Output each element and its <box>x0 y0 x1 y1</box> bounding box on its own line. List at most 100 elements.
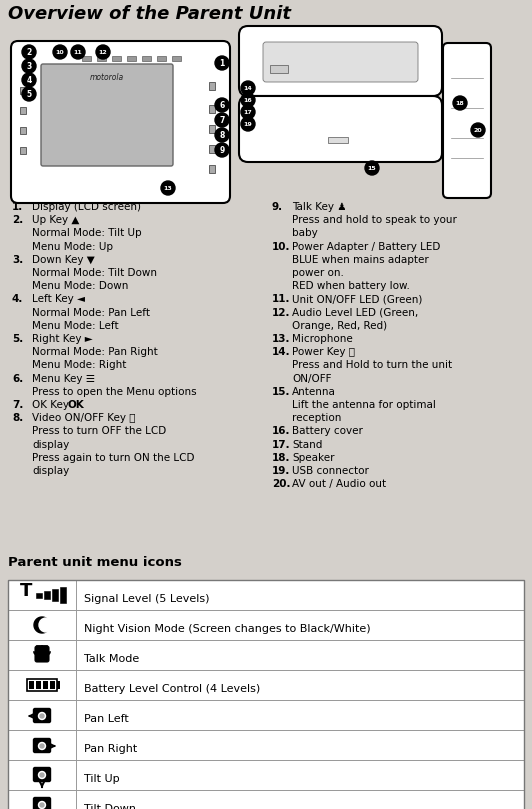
Text: baby: baby <box>292 228 318 239</box>
Bar <box>8 580 524 809</box>
FancyBboxPatch shape <box>34 768 51 781</box>
Text: 2: 2 <box>27 48 31 57</box>
Text: power on.: power on. <box>292 268 344 278</box>
Text: 1.: 1. <box>12 202 23 212</box>
Text: Orange, Red, Red): Orange, Red, Red) <box>292 321 387 331</box>
Text: 6.: 6. <box>12 374 23 383</box>
Text: 7: 7 <box>219 116 225 125</box>
Text: Press again to turn ON the LCD: Press again to turn ON the LCD <box>32 453 195 463</box>
Text: Down Key ▼: Down Key ▼ <box>32 255 95 265</box>
Bar <box>97 56 106 61</box>
Text: 16: 16 <box>244 98 252 103</box>
Text: Left Key ◄: Left Key ◄ <box>32 294 85 304</box>
Text: Press and hold to speak to your: Press and hold to speak to your <box>292 215 457 225</box>
Text: 6: 6 <box>219 100 225 109</box>
Text: 1: 1 <box>219 58 225 67</box>
Text: 3: 3 <box>27 61 31 70</box>
Bar <box>20 127 26 134</box>
FancyBboxPatch shape <box>443 43 491 198</box>
Circle shape <box>241 81 255 95</box>
Text: T: T <box>20 582 32 600</box>
Text: display: display <box>32 466 69 476</box>
Text: 14: 14 <box>244 86 252 91</box>
Text: Press and Hold to turn the unit: Press and Hold to turn the unit <box>292 360 452 371</box>
Circle shape <box>161 181 175 195</box>
Text: Normal Mode: Tilt Up: Normal Mode: Tilt Up <box>32 228 142 239</box>
Text: Audio Level LED (Green,: Audio Level LED (Green, <box>292 307 418 318</box>
Text: AV out / Audio out: AV out / Audio out <box>292 479 386 489</box>
Text: 20.: 20. <box>272 479 290 489</box>
Bar <box>8 700 524 730</box>
Text: Overview of the Parent Unit: Overview of the Parent Unit <box>8 5 291 23</box>
Circle shape <box>38 802 46 808</box>
Bar <box>8 730 524 760</box>
Text: BLUE when mains adapter: BLUE when mains adapter <box>292 255 429 265</box>
FancyBboxPatch shape <box>34 709 51 722</box>
Text: OK: OK <box>68 400 85 410</box>
Circle shape <box>22 59 36 73</box>
Circle shape <box>96 45 110 59</box>
Text: 7.: 7. <box>12 400 23 410</box>
Bar <box>209 105 215 113</box>
Text: Lift the antenna for optimal: Lift the antenna for optimal <box>292 400 436 410</box>
Text: Tilt Up: Tilt Up <box>84 774 120 784</box>
Text: Talk Mode: Talk Mode <box>84 654 139 664</box>
Bar <box>36 681 41 689</box>
Bar <box>20 107 26 114</box>
Text: 12: 12 <box>98 49 107 54</box>
Circle shape <box>241 117 255 131</box>
Bar <box>8 670 524 700</box>
Bar <box>44 591 50 599</box>
Text: RED when battery low.: RED when battery low. <box>292 282 410 291</box>
Text: 18: 18 <box>455 100 464 105</box>
Bar <box>8 610 524 640</box>
Bar <box>209 165 215 173</box>
Circle shape <box>215 98 229 112</box>
Text: Right Key ►: Right Key ► <box>32 334 93 344</box>
Text: 8.: 8. <box>12 413 23 423</box>
Text: Press to open the Menu options: Press to open the Menu options <box>32 387 197 396</box>
FancyBboxPatch shape <box>34 739 51 752</box>
Text: Normal Mode: Tilt Down: Normal Mode: Tilt Down <box>32 268 157 278</box>
Text: Up Key ▲: Up Key ▲ <box>32 215 79 225</box>
Text: Battery Level Control (4 Levels): Battery Level Control (4 Levels) <box>84 684 260 694</box>
Text: 10.: 10. <box>272 242 290 252</box>
Text: 12.: 12. <box>272 307 290 318</box>
Text: Tilt Down: Tilt Down <box>84 804 136 809</box>
Text: Menu Mode: Down: Menu Mode: Down <box>32 282 128 291</box>
Circle shape <box>241 93 255 107</box>
Bar <box>36 592 42 598</box>
FancyBboxPatch shape <box>239 26 442 96</box>
Text: ON/OFF: ON/OFF <box>292 374 331 383</box>
Circle shape <box>38 743 46 749</box>
Circle shape <box>215 113 229 127</box>
Circle shape <box>38 772 46 778</box>
FancyBboxPatch shape <box>41 64 173 166</box>
Text: Signal Level (5 Levels): Signal Level (5 Levels) <box>84 594 210 604</box>
Text: Battery cover: Battery cover <box>292 426 363 436</box>
Circle shape <box>215 56 229 70</box>
Circle shape <box>40 744 44 748</box>
Text: Night Vision Mode (Screen changes to Black/White): Night Vision Mode (Screen changes to Bla… <box>84 624 371 634</box>
Text: Normal Mode: Pan Left: Normal Mode: Pan Left <box>32 307 150 318</box>
Text: 10: 10 <box>56 49 64 54</box>
Bar <box>209 125 215 133</box>
Text: Video ON/OFF Key ⬜: Video ON/OFF Key ⬜ <box>32 413 136 423</box>
Text: Menu Mode: Left: Menu Mode: Left <box>32 321 119 331</box>
Text: USB connector: USB connector <box>292 466 369 476</box>
Text: Parent unit menu icons: Parent unit menu icons <box>8 556 182 569</box>
Text: 5: 5 <box>27 90 31 99</box>
Text: 14.: 14. <box>272 347 290 358</box>
Bar <box>8 760 524 790</box>
Circle shape <box>22 45 36 59</box>
Text: 16.: 16. <box>272 426 290 436</box>
Text: Speaker: Speaker <box>292 453 335 463</box>
Text: Antenna: Antenna <box>292 387 336 396</box>
Text: 13: 13 <box>164 185 172 190</box>
Circle shape <box>241 105 255 119</box>
Bar <box>43 681 48 689</box>
Bar <box>57 681 60 689</box>
Circle shape <box>39 618 53 632</box>
Text: 4: 4 <box>27 75 31 84</box>
Text: Talk Key ♟: Talk Key ♟ <box>292 202 346 212</box>
